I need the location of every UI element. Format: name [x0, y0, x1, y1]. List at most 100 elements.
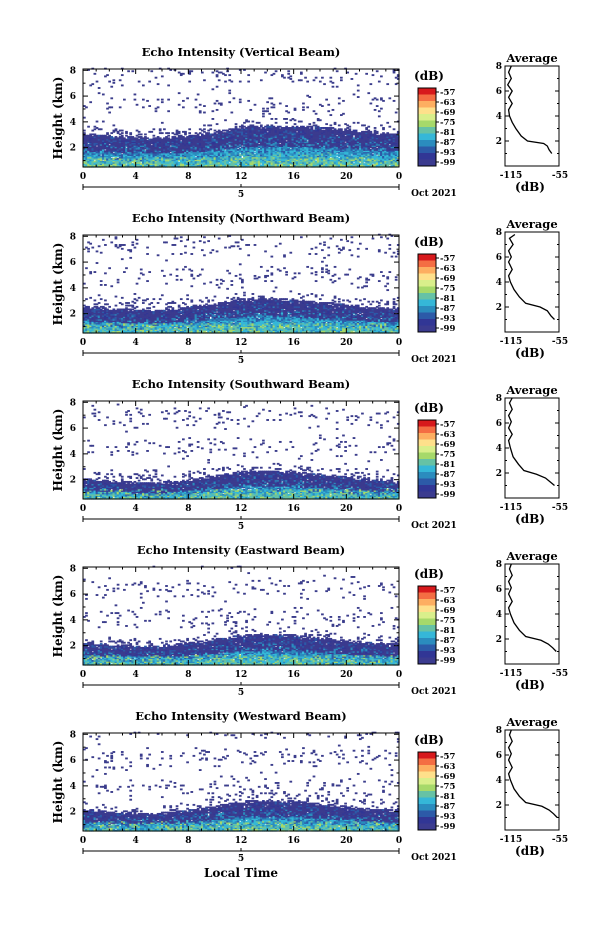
- echo-cell: [95, 250, 99, 253]
- echo-cell: [110, 320, 114, 322]
- echo-cell: [129, 139, 133, 142]
- echo-cell: [230, 151, 234, 154]
- echo-cell: [129, 163, 133, 166]
- echo-cell: [333, 157, 337, 160]
- echo-cell: [87, 312, 90, 315]
- echo-cell: [350, 161, 354, 164]
- echo-cell: [342, 133, 345, 136]
- echo-cell: [274, 136, 278, 138]
- echo-cell: [89, 138, 93, 141]
- echo-cell: [207, 155, 210, 158]
- echo-cell: [299, 161, 303, 164]
- echo-cell: [249, 146, 253, 149]
- echo-cell: [283, 138, 286, 141]
- echo-cell: [83, 132, 86, 135]
- echo-cell: [184, 130, 187, 133]
- echo-cell: [297, 79, 301, 82]
- echo-cell: [396, 130, 400, 133]
- echo-cell: [104, 146, 107, 149]
- echo-cell: [310, 159, 314, 162]
- echo-cell: [112, 330, 116, 333]
- echo-cell: [247, 152, 251, 155]
- echo-cell: [321, 151, 324, 154]
- echo-cell: [118, 164, 122, 167]
- echo-cell: [304, 147, 307, 150]
- echo-cell: [137, 150, 141, 153]
- echo-cell: [285, 134, 288, 137]
- echo-cell: [85, 318, 88, 321]
- echo-cell: [241, 129, 244, 132]
- echo-cell: [104, 311, 107, 313]
- echo-cell: [369, 143, 373, 146]
- echo-cell: [135, 138, 139, 141]
- echo-cell: [196, 148, 200, 151]
- echo-cell: [268, 142, 272, 145]
- echo-cell: [255, 145, 259, 147]
- echo-cell: [167, 164, 170, 167]
- echo-cell: [247, 147, 251, 150]
- echo-cell: [390, 148, 394, 151]
- echo-cell: [83, 161, 86, 164]
- echo-cell: [228, 143, 232, 146]
- echo-cell: [365, 138, 368, 141]
- echo-cell: [253, 143, 257, 146]
- echo-cell: [182, 145, 185, 147]
- echo-cell: [272, 72, 276, 75]
- echo-cell: [85, 320, 88, 322]
- echo-cell: [352, 151, 356, 154]
- echo-cell: [224, 157, 227, 160]
- echo-cell: [205, 150, 208, 153]
- echo-cell: [384, 139, 387, 142]
- echo-cell: [186, 138, 189, 141]
- echo-cell: [144, 159, 147, 162]
- echo-cell: [150, 157, 154, 160]
- echo-cell: [308, 146, 312, 149]
- echo-cell: [139, 154, 143, 156]
- echo-cell: [308, 160, 312, 163]
- echo-cell: [318, 128, 322, 131]
- echo-cell: [342, 161, 345, 164]
- echo-cell: [222, 134, 225, 137]
- echo-cell: [295, 163, 299, 166]
- echo-cell: [314, 163, 318, 166]
- echo-cell: [396, 145, 400, 147]
- echo-cell: [384, 154, 387, 156]
- echo-cell: [209, 142, 213, 145]
- echo-cell: [228, 132, 232, 135]
- echo-cell: [95, 326, 99, 329]
- echo-cell: [101, 305, 105, 308]
- echo-cell: [141, 148, 145, 151]
- echo-cell: [276, 141, 280, 144]
- echo-cell: [104, 313, 107, 316]
- echo-cell: [87, 157, 90, 160]
- echo-cell: [388, 157, 392, 160]
- echo-cell: [327, 159, 331, 162]
- echo-cell: [116, 161, 120, 164]
- echo-cell: [95, 137, 99, 140]
- echo-cell: [264, 160, 267, 163]
- echo-cell: [203, 124, 206, 127]
- echo-cell: [308, 164, 312, 167]
- echo-cell: [266, 142, 269, 145]
- echo-cell: [331, 146, 335, 149]
- echo-cell: [380, 142, 383, 145]
- echo-cell: [184, 142, 187, 145]
- echo-cell: [85, 134, 88, 137]
- echo-cell: [281, 157, 284, 160]
- echo-cell: [291, 143, 295, 146]
- echo-cell: [367, 132, 371, 135]
- echo-cell: [342, 163, 345, 166]
- echo-cell: [127, 136, 130, 138]
- echo-cell: [268, 145, 272, 147]
- echo-cell: [215, 152, 219, 155]
- echo-cell: [382, 134, 385, 137]
- echo-cell: [382, 150, 385, 153]
- echo-cell: [377, 161, 381, 164]
- echo-cell: [276, 134, 280, 137]
- colorbar-unit: (dB): [414, 69, 444, 83]
- echo-cell: [87, 161, 90, 164]
- echo-cell: [207, 145, 210, 147]
- echo-cell: [104, 156, 107, 159]
- echo-cell: [106, 163, 109, 166]
- echo-cell: [205, 143, 208, 146]
